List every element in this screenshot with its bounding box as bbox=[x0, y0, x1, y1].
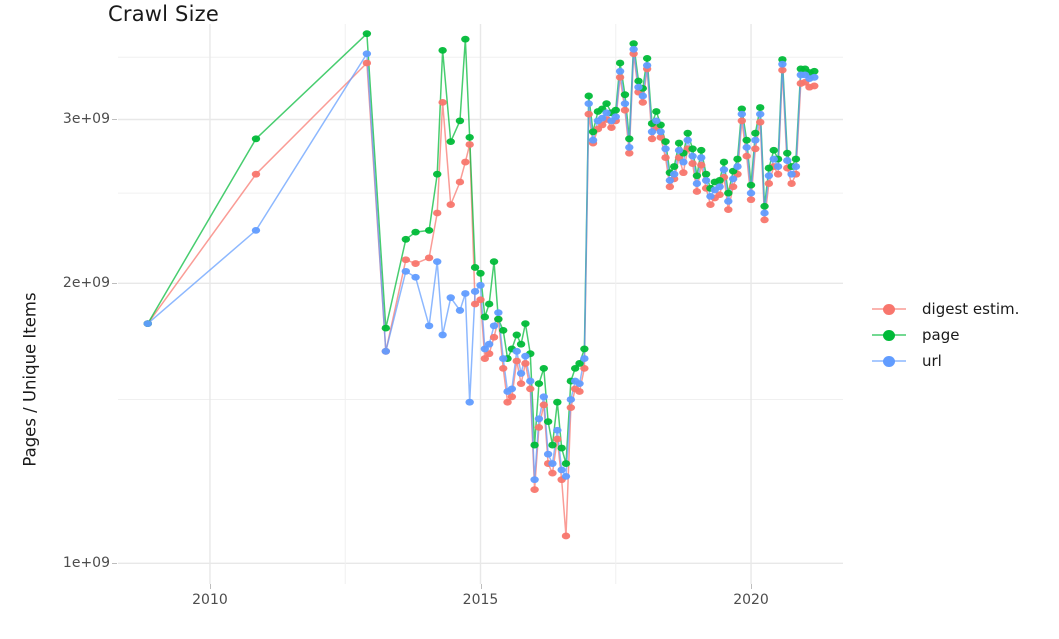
x-tick-label: 2020 bbox=[733, 592, 769, 608]
y-tick-mark bbox=[112, 119, 117, 121]
legend-item-digest-estim[interactable]: digest estim. bbox=[872, 296, 1052, 322]
x-tick-mark bbox=[751, 584, 753, 589]
page-title: Crawl Size bbox=[108, 2, 219, 26]
legend-key-page-icon bbox=[872, 324, 906, 346]
y-tick-label: 1e+09 bbox=[62, 555, 110, 572]
legend-label-url: url bbox=[922, 352, 942, 370]
x-tick-label: 2010 bbox=[192, 592, 228, 608]
x-tick-mark bbox=[209, 584, 211, 589]
y-tick-mark bbox=[112, 563, 117, 565]
legend-label-digest-estim: digest estim. bbox=[922, 300, 1020, 318]
y-axis-ticks: 1e+09 2e+09 3e+09 bbox=[0, 0, 110, 639]
legend-label-page: page bbox=[922, 326, 960, 344]
x-tick-mark bbox=[480, 584, 482, 589]
y-tick-label: 3e+09 bbox=[62, 111, 110, 128]
x-tick-label: 2015 bbox=[462, 592, 499, 608]
y-tick-mark bbox=[112, 283, 117, 285]
legend-item-page[interactable]: page bbox=[872, 322, 1052, 348]
legend: digest estim. page url bbox=[872, 296, 1052, 374]
series-points bbox=[143, 30, 819, 540]
legend-key-url-icon bbox=[872, 350, 906, 372]
legend-item-url[interactable]: url bbox=[872, 348, 1052, 374]
y-tick-label: 2e+09 bbox=[62, 275, 110, 292]
legend-key-digest-estim-icon bbox=[872, 298, 906, 320]
